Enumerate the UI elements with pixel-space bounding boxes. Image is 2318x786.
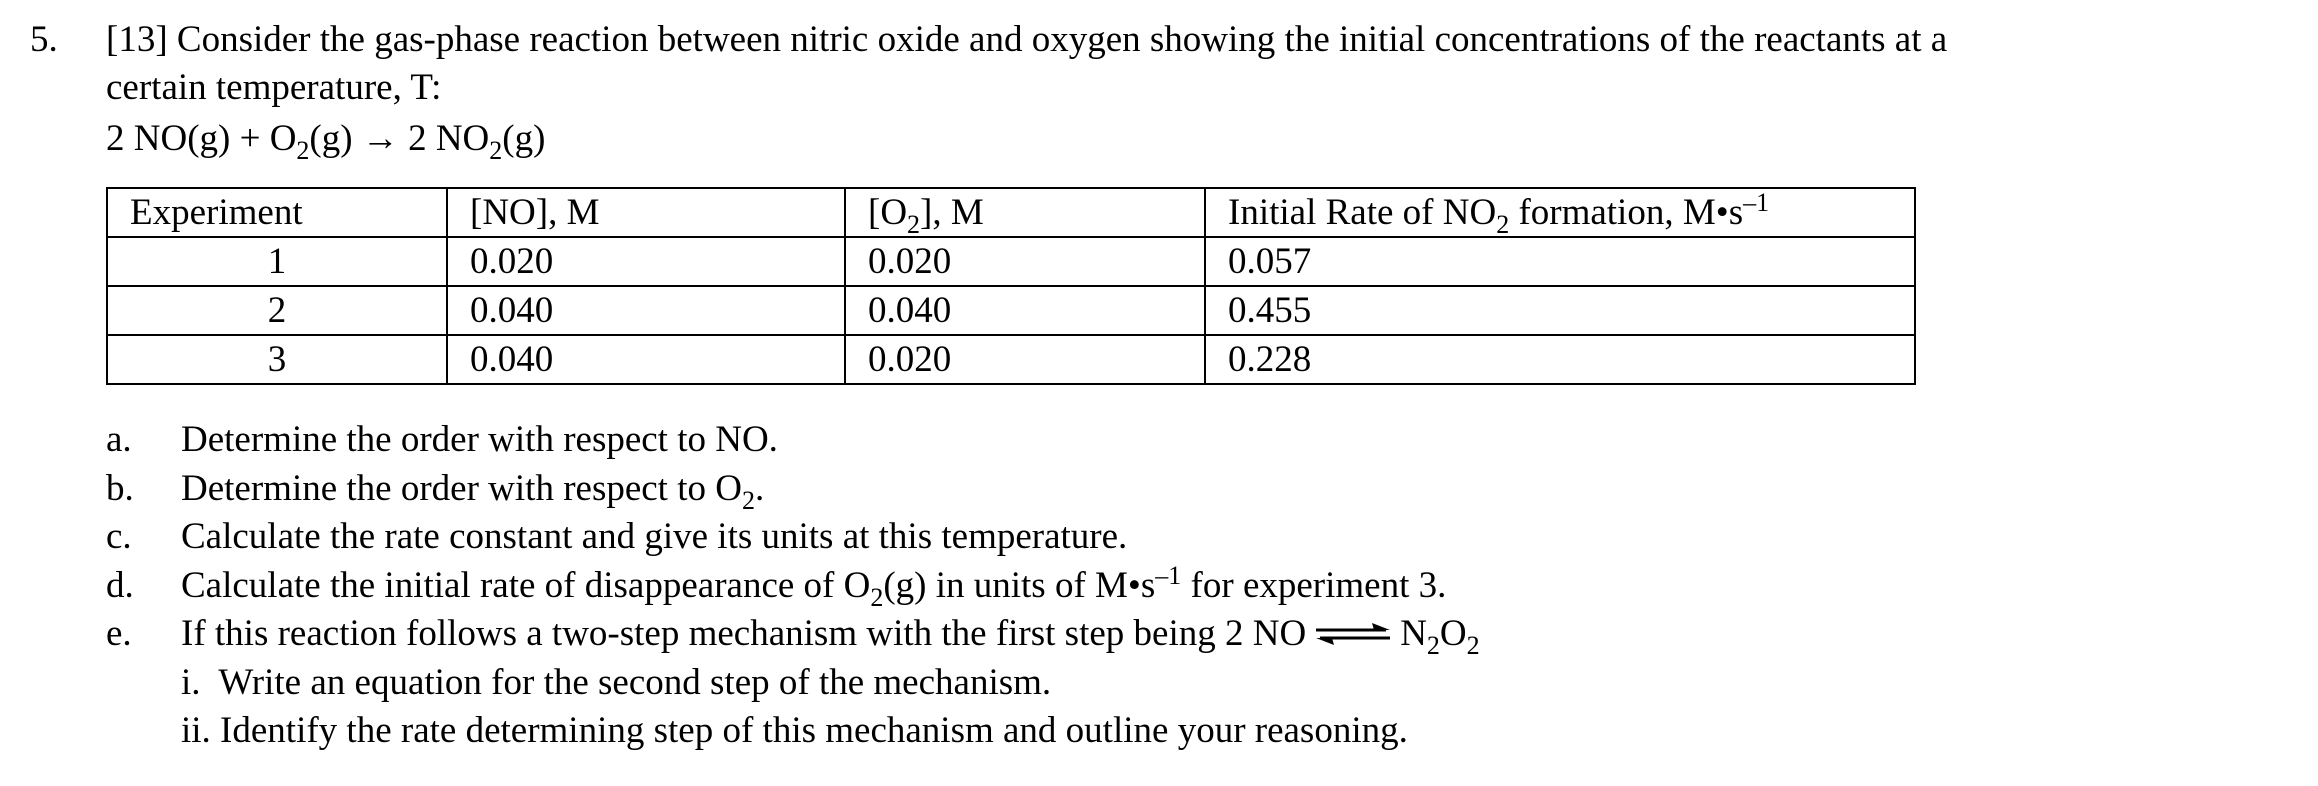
- part-label: e.: [106, 613, 132, 654]
- stem-text-1: Consider the gas-phase reaction between …: [176, 19, 1948, 60]
- cell-no: 0.040: [446, 334, 846, 385]
- part-e-product-mid: O: [1439, 613, 1467, 654]
- table-row: 3 0.040 0.020 0.228: [106, 334, 1916, 385]
- rate-data-table: Experiment [NO], M [O2], M Initial Rate …: [106, 187, 1916, 385]
- cell-experiment: 1: [106, 236, 448, 287]
- header-rate-pre: Initial Rate of NO: [1228, 191, 1497, 233]
- part-d-sub: 2: [870, 582, 884, 612]
- points: [13]: [106, 19, 168, 60]
- header-o2: [O2], M: [844, 187, 1206, 239]
- sub-item-text: ii. Identify the rate determining step o…: [181, 710, 1408, 751]
- part-e-product-sub2: 2: [1466, 631, 1480, 660]
- part-label: d.: [106, 564, 134, 606]
- header-rate-sup: –1: [1743, 187, 1770, 217]
- cell-experiment: 3: [106, 334, 448, 385]
- header-no: [NO], M: [446, 187, 846, 238]
- cell-o2: 0.020: [844, 236, 1206, 287]
- part-d-sup: –1: [1155, 560, 1182, 590]
- eq-sub1: 2: [296, 136, 310, 165]
- part-e-product-sub1: 2: [1426, 631, 1440, 660]
- header-o2-post: ], M: [920, 191, 984, 233]
- part-e-pre: If this reaction follows a two-step mech…: [181, 613, 1307, 654]
- stem-line-2: certain temperature, T:: [106, 67, 442, 108]
- cell-o2: 0.020: [844, 334, 1206, 385]
- cell-rate: 0.455: [1204, 285, 1916, 336]
- part-text: If this reaction follows a two-step mech…: [181, 610, 1480, 660]
- header-o2-sub: 2: [907, 209, 921, 239]
- part-text: Calculate the initial rate of disappeara…: [181, 562, 1446, 610]
- part-label: a.: [106, 419, 132, 460]
- sub-item-text: i. Write an equation for the second step…: [181, 661, 1052, 703]
- header-rate-sub: 2: [1496, 209, 1510, 239]
- stem-line-1: [13] Consider the gas-phase reaction bet…: [106, 16, 2286, 64]
- part-e-product-pre: N: [1400, 613, 1427, 654]
- cell-no: 0.020: [446, 236, 846, 287]
- equilibrium-arrow-icon: [1316, 623, 1391, 645]
- part-d-post: for experiment 3.: [1181, 564, 1447, 606]
- cell-experiment: 2: [106, 285, 448, 336]
- table-header-row: Experiment [NO], M [O2], M Initial Rate …: [106, 187, 1916, 239]
- cell-no: 0.040: [446, 285, 846, 336]
- eq-part1: 2 NO(g) + O: [106, 118, 297, 159]
- part-d-mid: (g) in units of M•s: [883, 564, 1156, 606]
- table-row: 1 0.020 0.020 0.057: [106, 236, 1916, 287]
- eq-part2: (g) → 2 NO: [309, 118, 490, 159]
- cell-rate: 0.228: [1204, 334, 1916, 385]
- part-b-post: .: [754, 467, 765, 509]
- part-d-pre: Calculate the initial rate of disappeara…: [181, 564, 871, 606]
- question-stem: [13] Consider the gas-phase reaction bet…: [106, 16, 2286, 165]
- part-text: Calculate the rate constant and give its…: [181, 516, 1128, 557]
- table-row: 2 0.040 0.040 0.455: [106, 285, 1916, 336]
- part-label: b.: [106, 467, 134, 509]
- eq-part3: (g): [502, 118, 546, 159]
- part-b-sub: 2: [741, 485, 755, 515]
- eq-sub2: 2: [489, 136, 503, 165]
- cell-rate: 0.057: [1204, 236, 1916, 287]
- reaction-equation: 2 NO(g) + O2(g) → 2 NO2(g): [106, 115, 2286, 165]
- header-rate: Initial Rate of NO2 formation, M•s–1: [1204, 187, 1916, 239]
- part-text: Determine the order with respect to NO.: [181, 419, 778, 460]
- part-text: Determine the order with respect to O2.: [181, 465, 765, 515]
- question-number: 5.: [30, 19, 58, 60]
- part-b-pre: Determine the order with respect to O: [181, 467, 742, 509]
- part-label: c.: [106, 516, 132, 557]
- header-o2-pre: [O: [868, 191, 908, 233]
- header-rate-mid: formation, M•s: [1509, 191, 1744, 233]
- cell-o2: 0.040: [844, 285, 1206, 336]
- header-experiment: Experiment: [106, 187, 448, 238]
